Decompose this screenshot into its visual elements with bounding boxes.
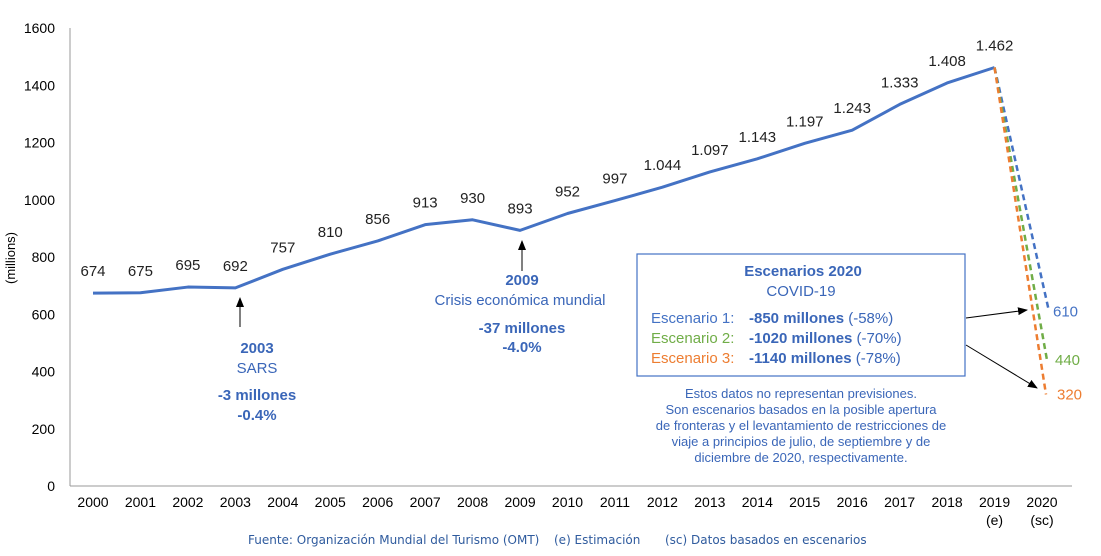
data-label-2006: 856 [365, 211, 390, 228]
x-tick-sublabel-2019: (e) [986, 512, 1003, 528]
x-tick-label-2000: 2000 [77, 494, 108, 510]
y-tick-label-4: 800 [32, 249, 56, 265]
crisis-year: 2009 [505, 272, 538, 289]
scenario-lines [993, 67, 1051, 395]
footer-source: Fuente: Organización Mundial del Turismo… [248, 533, 539, 547]
note-line-1: Estos datos no representan previsiones. [685, 386, 917, 401]
data-label-2004: 757 [270, 239, 295, 256]
sars-change: -3 millones [218, 387, 296, 404]
x-tick-sublabel-2020: (sc) [1030, 512, 1053, 528]
y-tick-label-5: 1000 [24, 192, 55, 208]
scenario-line-1 [993, 67, 1051, 312]
sars-pct: -0.4% [237, 407, 276, 424]
x-tick-label-2008: 2008 [457, 494, 488, 510]
scenario-labels: 610 440 320 [1053, 303, 1082, 403]
x-tick-label-2012: 2012 [647, 494, 678, 510]
sars-name: SARS [237, 360, 278, 377]
scenario-note: Estos datos no representan previsiones.S… [656, 386, 947, 465]
y-tick-label-6: 1200 [24, 135, 55, 151]
x-tick-label-2019: 2019 [979, 494, 1010, 510]
data-label-2001: 675 [128, 263, 153, 280]
crisis-change: -37 millones [479, 320, 566, 337]
data-label-2009: 893 [508, 200, 533, 217]
scenario-pointer-arrow-lower [965, 344, 1038, 389]
x-tick-label-2001: 2001 [125, 494, 156, 510]
y-tick-label-3: 600 [32, 306, 56, 322]
data-label-2010: 952 [555, 183, 580, 200]
scenario-end-label-1: 610 [1053, 303, 1078, 320]
data-label-2007: 913 [413, 195, 438, 212]
data-label-2008: 930 [460, 190, 485, 207]
x-tick-label-2015: 2015 [789, 494, 820, 510]
main-series-line [92, 66, 996, 295]
data-label-2003: 692 [223, 258, 248, 275]
x-tick-label-2020: 2020 [1026, 494, 1057, 510]
scenario-row-1: Escenario 1: -850 millones (-58%) [651, 310, 893, 327]
scenario-end-label-3: 320 [1057, 386, 1082, 403]
data-label-2012: 1.044 [644, 157, 682, 174]
scenario-row-2: Escenario 2: -1020 millones (-70%) [651, 330, 902, 347]
y-tick-label-0: 0 [47, 478, 55, 494]
scenario-pointer-arrow-upper [965, 307, 1028, 319]
note-line-2: Son escenarios basados en la posible ape… [665, 402, 937, 417]
x-tick-label-2007: 2007 [410, 494, 441, 510]
x-tick-label-2003: 2003 [220, 494, 251, 510]
data-labels: 674 675 695 692 757 810 856 913 930 893 952 997 1.04… [80, 38, 1013, 281]
x-tick-label-2017: 2017 [884, 494, 915, 510]
y-tick-label-2: 400 [32, 364, 56, 380]
y-tick-label-7: 1400 [24, 77, 55, 93]
scenario-row-3: Escenario 3: -1140 millones (-78%) [651, 350, 901, 367]
x-tick-label-2004: 2004 [267, 494, 298, 510]
x-tick-label-2013: 2013 [694, 494, 725, 510]
y-axis-label: (millions) [3, 232, 18, 284]
note-line-3: de fronteras y el levantamiento de restr… [656, 418, 947, 433]
x-tick-label-2005: 2005 [315, 494, 346, 510]
crisis-name: Crisis económica mundial [435, 292, 606, 309]
data-label-2017: 1.333 [881, 74, 919, 91]
y-tick-label-1: 200 [32, 421, 56, 437]
sars-year: 2003 [240, 340, 273, 357]
x-tick-label-2014: 2014 [742, 494, 773, 510]
y-tick-label-8: 1600 [24, 20, 55, 36]
scenario-box: Escenarios 2020 COVID-19 Escenario 1: -85… [636, 253, 966, 377]
scenario-line-3 [993, 67, 1048, 395]
scenario-rows: Escenario 1: -850 millones (-58%) Escenari… [651, 310, 902, 367]
x-tick-label-2018: 2018 [932, 494, 963, 510]
data-label-2015: 1.197 [786, 113, 824, 130]
footer-estimate: (e) Estimación [554, 533, 640, 547]
axes [69, 28, 1072, 487]
x-tick-label-2009: 2009 [504, 494, 535, 510]
x-tick-label-2006: 2006 [362, 494, 393, 510]
data-label-2013: 1.097 [691, 142, 729, 159]
data-label-2002: 695 [175, 257, 200, 274]
data-label-2016: 1.243 [833, 100, 871, 117]
data-label-2005: 810 [318, 224, 343, 241]
x-tick-label-2016: 2016 [837, 494, 868, 510]
x-tick-label-2011: 2011 [600, 494, 630, 510]
note-line-5: diciembre de 2020, respectivamente. [694, 450, 907, 465]
scenario-box-subtitle: COVID-19 [766, 283, 835, 300]
scenario-box-frame [636, 253, 966, 377]
scenario-end-label-2: 440 [1055, 352, 1080, 369]
scenario-box-title: Escenarios 2020 [744, 263, 862, 280]
crisis-pct: -4.0% [502, 339, 541, 356]
data-label-2014: 1.143 [739, 129, 777, 146]
note-line-4: viaje a principios de julio, de septiemb… [672, 434, 931, 449]
data-label-2019: 1.462 [976, 38, 1014, 55]
footer-scenario: (sc) Datos basados en escenarios [665, 533, 867, 547]
y-tick-labels: 0 200 400 600 800 1000 1200 1400 1600 [24, 20, 55, 494]
data-label-2000: 674 [80, 263, 105, 280]
x-tick-label-2002: 2002 [172, 494, 203, 510]
data-label-2018: 1.408 [928, 53, 966, 70]
data-label-2011: 997 [602, 171, 627, 188]
x-tick-label-2010: 2010 [552, 494, 583, 510]
x-tick-labels: 2000 2001 2002 2003 2004 2005 2006 2007 2008 2009… [77, 494, 1057, 528]
